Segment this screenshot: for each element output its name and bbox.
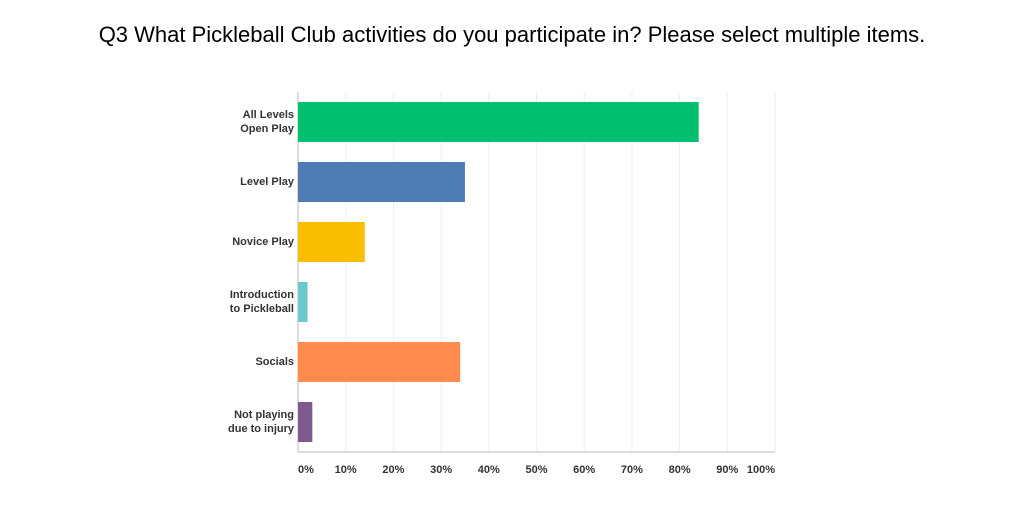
y-tick-label: Novice Play [232, 236, 294, 248]
x-tick-label: 60% [573, 464, 595, 476]
x-tick-label: 50% [525, 464, 547, 476]
x-tick-label: 40% [478, 464, 500, 476]
chart-title: Q3 What Pickleball Club activities do yo… [98, 22, 926, 47]
bar [298, 402, 313, 442]
x-tick-label: 30% [430, 464, 452, 476]
x-tick-label: 70% [621, 464, 643, 476]
bar [298, 102, 699, 142]
bar [298, 222, 365, 262]
x-tick-label: 90% [716, 464, 738, 476]
x-tick-label: 100% [747, 464, 775, 476]
x-tick-label: 10% [335, 464, 357, 476]
bar [298, 162, 465, 202]
bar [298, 342, 461, 382]
y-tick-label: Socials [255, 356, 294, 368]
x-tick-label: 80% [669, 464, 691, 476]
x-tick-label: 20% [382, 464, 404, 476]
bar [298, 282, 308, 322]
y-tick-label: All Levels Open Play [240, 109, 294, 135]
y-tick-label: Level Play [240, 176, 294, 188]
y-tick-label: Not playing due to injury [228, 409, 294, 435]
y-tick-label: Introduction to Pickleball [229, 289, 294, 315]
x-tick-label: 0% [298, 464, 314, 476]
